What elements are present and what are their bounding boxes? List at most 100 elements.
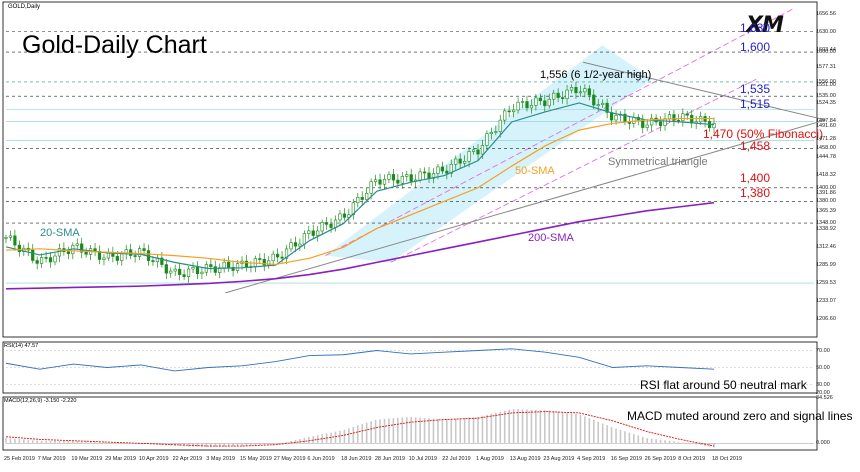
candle-body [418,171,422,181]
price-tick-label: 1391.86 [816,190,836,197]
candle-body [454,158,458,165]
candle-body [80,243,84,253]
candle-body [480,145,485,155]
channel-upper-line [325,7,795,256]
candle-body [195,267,200,275]
price-tick-label: 1233.07 [816,297,836,304]
candle-body [160,257,164,265]
candle-body [471,149,476,152]
price-tick-label: 1259.53 [816,280,836,287]
candle-body [592,94,596,106]
candle-body [529,105,534,109]
date-tick-label: 28 Jun 2019 [374,456,406,462]
rsi-line [5,348,715,372]
candle-body [605,102,609,113]
candle-body [115,256,119,261]
price-tick-label: 1365.39 [816,208,836,215]
date-tick-label: 10 Apr 2019 [138,456,169,462]
date-tick-label: 16 Sep 2019 [610,456,643,462]
date-tick-label: 13 Aug 2019 [509,456,541,462]
date-tick-label: 18 Oct 2019 [712,456,742,462]
date-tick-label: 18 Jun 2019 [341,456,372,462]
candle-body [503,110,507,121]
level-1400: 1,400 [740,171,771,185]
candle-body [169,270,173,274]
price-tick-label: 1206.60 [816,315,836,322]
candle-body [391,174,395,181]
macd-tick-label: 0.000 [816,440,830,447]
candle-body [209,264,213,267]
candle-body [552,92,556,100]
rising-channel-fill [325,45,653,263]
price-tick-label: 1380.00 [816,198,836,205]
price-tick-label: 1656.56 [816,10,836,17]
price-tick-label: 1577.31 [816,64,836,71]
price-tick-label: 1312.46 [816,244,836,251]
candle-body [53,255,57,263]
candle-body [4,236,8,239]
candle-body [525,101,529,109]
candle-body [512,109,516,113]
macd-note: MACD muted around zero and signal lines [627,409,853,423]
candle-body [13,235,17,246]
candle-body [685,113,689,116]
level-1630: 1,630 [740,21,771,35]
candle-body [565,89,569,99]
rsi-tick-label: 70.00 [816,347,830,354]
price-tick-label: 1400.00 [816,184,836,191]
candle-body [8,235,13,238]
price-tick-label: 1497.84 [816,118,836,125]
level-1515: 1,515 [740,97,771,111]
candle-body [191,267,195,270]
candle-body [271,253,275,262]
rsi-panel-frame [2,341,818,394]
date-tick-label: 19 Mar 2019 [71,456,103,462]
candle-body [520,101,525,103]
candle-body [151,260,155,262]
price-tick-label: 1444.78 [816,154,836,161]
brand-logo: XM [746,13,784,38]
candle-body [48,257,53,263]
page-title: Gold-Daily Chart [22,31,207,59]
level-1380: 1,380 [740,186,771,200]
candle-body [641,119,645,128]
candle-body [463,161,467,164]
rsi-tick-label: 50.00 [816,364,830,371]
candle-body [276,253,280,258]
candle-body [569,87,574,91]
candle-body [587,88,591,96]
candle-body [75,243,79,246]
candle-body [347,214,351,218]
candle-body [596,104,600,106]
candle-body [316,230,320,236]
price-tick-label: 1418.32 [816,172,836,179]
date-tick-label: 22 Apr 2019 [172,456,203,462]
candle-body [627,121,631,124]
date-tick-label: 1 Aug 2019 [476,456,504,462]
candle-body [436,166,440,174]
macd-panel-frame [2,396,818,451]
candle-body [431,173,436,179]
candle-body [578,91,583,94]
candle-body [133,255,137,257]
candle-body [373,179,378,182]
candle-body [387,174,391,180]
candle-body [632,117,636,124]
candle-body [280,256,284,259]
candle-body [258,258,262,260]
level-1600: 1,600 [740,40,771,54]
candle-body [378,179,382,185]
date-tick-label: 6 Jun 2019 [307,456,335,462]
candle-body [360,197,364,200]
date-tick-label: 4 Sep 2019 [577,456,606,462]
price-tick-label: 1556.00 [816,78,836,85]
price-tick-label: 1551.00 [816,82,836,89]
level-1458: 1,458 [740,139,771,153]
candle-body [84,251,88,255]
channel-lower-line [390,78,757,263]
candle-body [445,170,449,174]
candle-body [534,97,538,106]
candle-body [538,97,542,102]
candle-body [556,92,560,98]
